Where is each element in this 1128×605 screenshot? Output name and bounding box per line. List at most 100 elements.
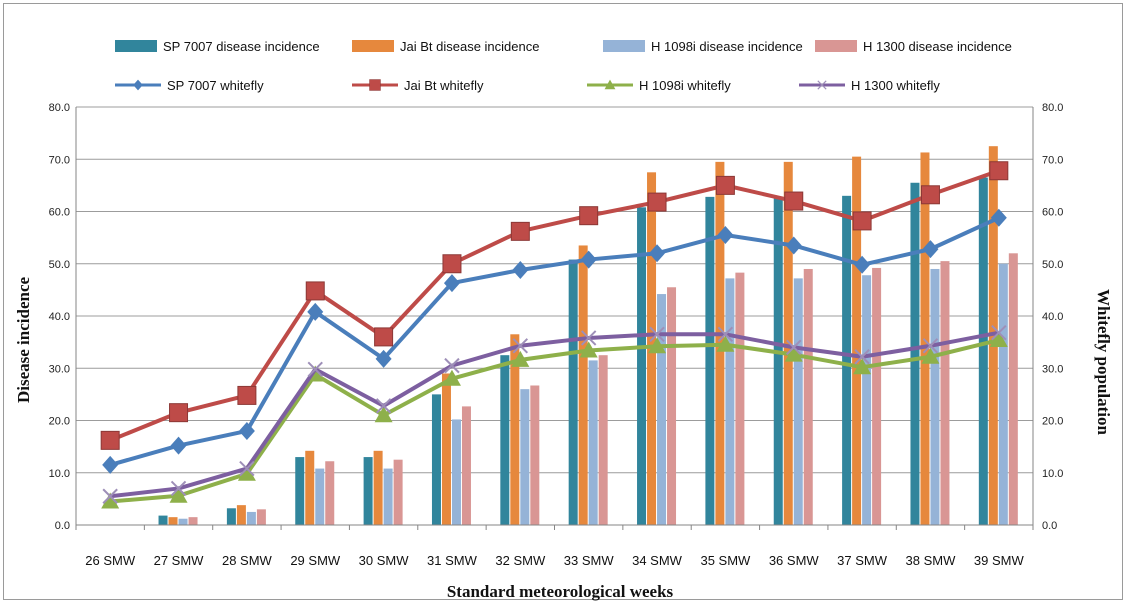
marker-triangle (716, 335, 735, 352)
marker-square (579, 206, 599, 226)
y2-tick-label: 40.0 (1042, 311, 1063, 323)
legend-marker (817, 80, 827, 90)
legend-marker (604, 79, 616, 90)
bar (862, 275, 872, 525)
bar (315, 468, 325, 525)
marker-triangle (921, 347, 940, 364)
bar (578, 245, 588, 525)
gridlines (76, 106, 1033, 474)
marker-x (375, 398, 392, 414)
y-tick-label: 10.0 (49, 468, 70, 480)
marker-triangle (442, 369, 461, 386)
bar (363, 457, 373, 525)
marker-diamond (443, 274, 460, 293)
bar (256, 509, 266, 525)
x-axis-title: Standard meteorological weeks (447, 582, 674, 601)
bar (657, 294, 667, 525)
legend-label: H 1300 disease incidence (863, 39, 1012, 54)
x-tick-label: 32 SMW (495, 553, 546, 568)
bar (246, 511, 256, 525)
bar (226, 508, 236, 525)
bar (773, 196, 783, 525)
bar (441, 373, 451, 525)
y2-axis-title: Whitefly population (1094, 289, 1113, 435)
y-tick-label: 20.0 (49, 416, 70, 428)
marker-diamond (717, 226, 734, 245)
bar (842, 195, 852, 525)
marker-diamond (580, 250, 597, 269)
marker-x (817, 80, 827, 90)
bar (568, 259, 578, 525)
marker-triangle (169, 486, 188, 503)
marker-x (991, 325, 1007, 341)
y2-tick-label: 20.0 (1042, 416, 1063, 428)
bar (872, 267, 882, 525)
bar (588, 360, 598, 525)
marker-triangle (374, 406, 393, 423)
marker-x (717, 326, 734, 342)
legend-label: H 1300 whitefly (851, 78, 940, 93)
bar (188, 517, 198, 525)
y-tick-label: 50.0 (49, 259, 70, 271)
x-tick-label: 34 SMW (632, 553, 683, 568)
x-tick-label: 26 SMW (85, 553, 136, 568)
x-tick-label: 36 SMW (769, 553, 820, 568)
bar (383, 468, 393, 525)
bar (431, 394, 441, 525)
marker-diamond (238, 421, 255, 440)
marker-x (512, 338, 529, 354)
marker-triangle (579, 341, 598, 358)
marker-square (369, 79, 381, 91)
legend-marker (369, 79, 381, 91)
marker-x (580, 330, 597, 346)
series-line (109, 168, 1000, 443)
series-line (109, 330, 1000, 499)
bar (158, 515, 168, 525)
bar (1008, 253, 1018, 526)
bar (451, 419, 461, 525)
legend-label: SP 7007 disease incidence (163, 39, 320, 54)
bar (236, 505, 246, 525)
bar (793, 278, 803, 525)
marker-triangle (237, 464, 256, 481)
marker-diamond (512, 261, 529, 280)
marker-diamond (854, 255, 871, 274)
marker-square (784, 191, 804, 211)
marker-triangle (784, 345, 803, 362)
bar (510, 334, 520, 525)
bar (178, 518, 188, 525)
legend-label: H 1098i disease incidence (651, 39, 803, 54)
y-tick-label: 40.0 (49, 311, 70, 323)
marker-square (442, 254, 462, 274)
bar (500, 355, 510, 525)
bar (783, 161, 793, 526)
bar (373, 450, 383, 525)
marker-diamond (785, 236, 802, 255)
marker-x (444, 357, 460, 374)
bar (305, 450, 315, 525)
marker-triangle (989, 331, 1008, 348)
y2-tick-label: 10.0 (1042, 468, 1063, 480)
x-tick-label: 33 SMW (564, 553, 615, 568)
legend-label: H 1098i whitefly (639, 78, 731, 93)
y-tick-label: 0.0 (55, 520, 70, 532)
x-tick-label: 27 SMW (154, 553, 205, 568)
bar (852, 156, 862, 525)
marker-triangle (604, 79, 616, 90)
marker-square (715, 175, 735, 195)
bar (998, 263, 1008, 525)
y-tick-label: 80.0 (49, 102, 70, 114)
bar (930, 268, 940, 525)
marker-square (237, 385, 257, 405)
marker-diamond (307, 302, 324, 321)
marker-square (169, 403, 189, 423)
bar (978, 177, 988, 525)
marker-x (786, 339, 802, 356)
bar (393, 459, 403, 525)
marker-square (647, 192, 667, 212)
axes: 0.0 0.0 10.0 10.0 20.0 20.0 30.0 30.0 40.0 40.0 50… (49, 102, 1064, 568)
y-axis-title: Disease incidence (14, 277, 33, 404)
marker-x (649, 326, 665, 342)
y-tick-label: 30.0 (49, 363, 70, 375)
line-group (100, 161, 1009, 509)
